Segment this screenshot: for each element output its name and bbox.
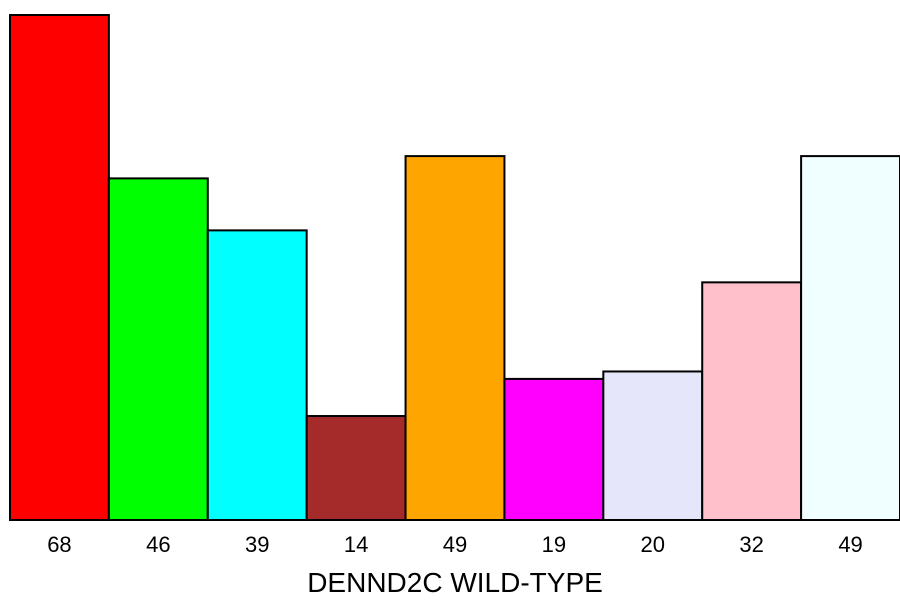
x-axis-title: DENND2C WILD-TYPE bbox=[307, 567, 603, 598]
bar-3 bbox=[206, 229, 308, 521]
bar-5 bbox=[404, 155, 506, 521]
x-tick-label-6: 19 bbox=[542, 532, 566, 557]
bar-4 bbox=[305, 415, 407, 522]
x-tick-label-8: 32 bbox=[739, 532, 763, 557]
bar-7 bbox=[602, 370, 704, 521]
bar-1 bbox=[9, 14, 110, 521]
bars-layer bbox=[9, 14, 900, 522]
bar-6 bbox=[503, 377, 605, 521]
bar-8 bbox=[701, 281, 803, 521]
tick-labels-layer: 68 46 39 14 49 19 20 32 49 bbox=[47, 532, 863, 557]
x-tick-label-2: 46 bbox=[146, 532, 170, 557]
bar-2 bbox=[107, 177, 209, 521]
x-tick-label-5: 49 bbox=[443, 532, 467, 557]
bar-9 bbox=[800, 155, 900, 521]
x-tick-label-4: 14 bbox=[344, 532, 368, 557]
x-tick-label-3: 39 bbox=[245, 532, 269, 557]
x-tick-label-9: 49 bbox=[838, 532, 862, 557]
x-tick-label-1: 68 bbox=[47, 532, 71, 557]
x-tick-label-7: 20 bbox=[641, 532, 665, 557]
